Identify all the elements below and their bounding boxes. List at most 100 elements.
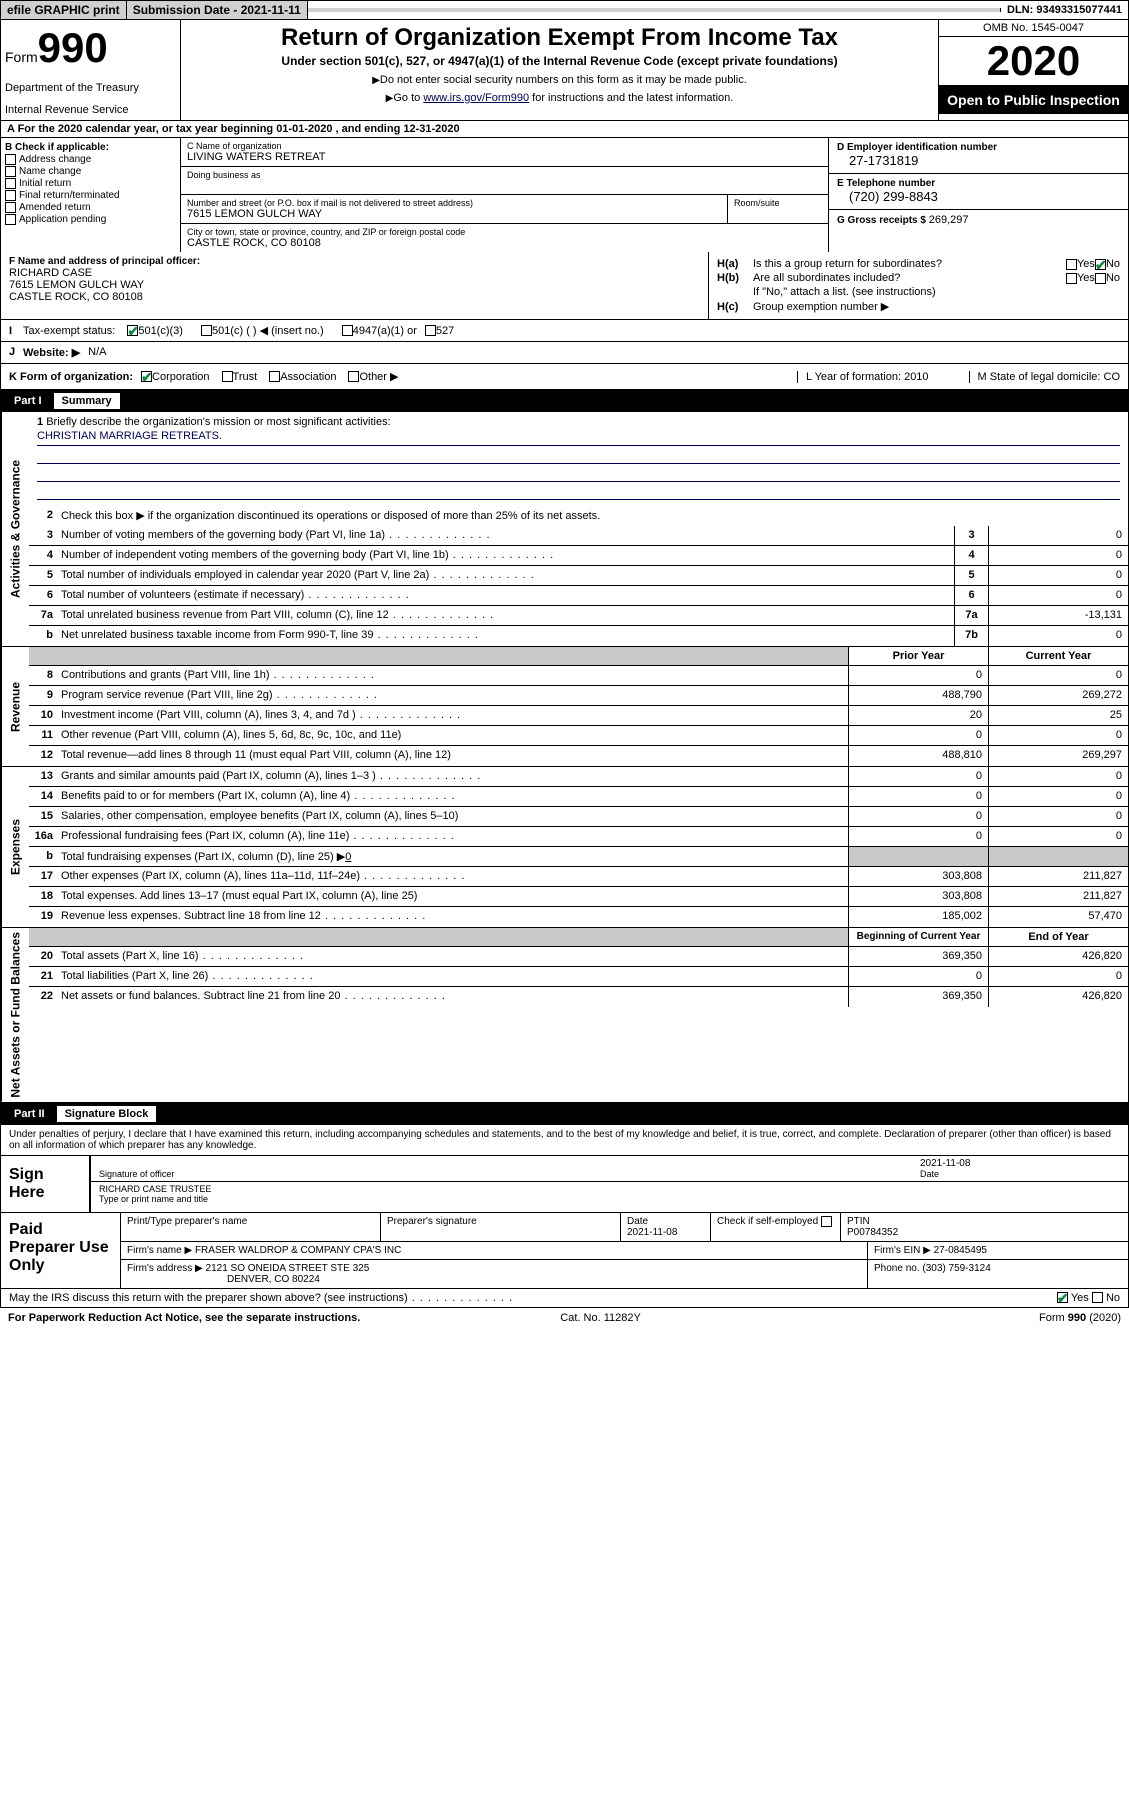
checkbox-icon[interactable] (5, 202, 16, 213)
checkbox-icon[interactable] (201, 325, 212, 336)
top-spacer (308, 8, 1001, 12)
chk-address-change: Address change (5, 154, 176, 165)
checkbox-icon[interactable] (5, 190, 16, 201)
sig-name-line: RICHARD CASE TRUSTEEType or print name a… (91, 1182, 1128, 1206)
line-16a: 16aProfessional fundraising fees (Part I… (29, 827, 1128, 847)
line-3: 3Number of voting members of the governi… (29, 526, 1128, 546)
org-name-row: C Name of organization LIVING WATERS RET… (181, 138, 828, 167)
phone-value: (720) 299-8843 (837, 189, 1120, 204)
line-21: 21Total liabilities (Part X, line 26)00 (29, 967, 1128, 987)
org-name: LIVING WATERS RETREAT (187, 151, 822, 163)
net-header: Beginning of Current YearEnd of Year (29, 928, 1128, 947)
mission-line (37, 466, 1120, 482)
prep-row2: Firm's name ▶ FRASER WALDROP & COMPANY C… (121, 1242, 1128, 1260)
room-cell: Room/suite (728, 195, 828, 223)
checkbox-icon[interactable] (141, 371, 152, 382)
checkbox-icon[interactable] (1057, 1292, 1068, 1303)
line-7a: 7aTotal unrelated business revenue from … (29, 606, 1128, 626)
prep-row1: Print/Type preparer's name Preparer's si… (121, 1213, 1128, 1242)
summary-revenue: Revenue Prior YearCurrent Year 8Contribu… (0, 647, 1129, 767)
form-title: Return of Organization Exempt From Incom… (185, 24, 934, 52)
checkbox-icon[interactable] (1066, 259, 1077, 270)
signature-block: Under penalties of perjury, I declare th… (0, 1125, 1129, 1289)
form-number: Form990 (5, 24, 176, 72)
penalty-text: Under penalties of perjury, I declare th… (1, 1125, 1128, 1155)
prep-row3: Firm's address ▶ 2121 SO ONEIDA STREET S… (121, 1260, 1128, 1288)
checkbox-icon[interactable] (5, 154, 16, 165)
officer-addr1: 7615 LEMON GULCH WAY (9, 279, 700, 291)
sign-here-label: Sign Here (1, 1156, 91, 1212)
checkbox-icon[interactable] (342, 325, 353, 336)
mission-line (37, 448, 1120, 464)
checkbox-icon[interactable] (348, 371, 359, 382)
website-value: N/A (88, 346, 106, 359)
city-row: City or town, state or province, country… (181, 224, 828, 252)
checkbox-icon[interactable] (222, 371, 233, 382)
checkbox-icon[interactable] (5, 166, 16, 177)
top-bar: efile GRAPHIC print Submission Date - 20… (0, 0, 1129, 20)
irs-discuss-row: May the IRS discuss this return with the… (0, 1289, 1129, 1308)
row-a-taxyear: A For the 2020 calendar year, or tax yea… (0, 121, 1129, 138)
paid-preparer-row: Paid Preparer Use Only Print/Type prepar… (1, 1212, 1128, 1288)
chk-final-return: Final return/terminated (5, 190, 176, 201)
dept-treasury: Department of the Treasury (5, 82, 176, 94)
phone-label: E Telephone number (837, 178, 1120, 189)
checkbox-icon[interactable] (1066, 273, 1077, 284)
sig-officer-label: Signature of officer (99, 1158, 920, 1179)
paid-preparer-right: Print/Type preparer's name Preparer's si… (121, 1213, 1128, 1288)
checkbox-icon[interactable] (1095, 273, 1106, 284)
col-h-group: H(a)Is this a group return for subordina… (708, 252, 1128, 319)
checkbox-icon[interactable] (1092, 1292, 1103, 1303)
col-b-checkboxes: B Check if applicable: Address change Na… (1, 138, 181, 252)
line-8: 8Contributions and grants (Part VIII, li… (29, 666, 1128, 686)
hb-note: If "No," attach a list. (see instruction… (717, 286, 1120, 298)
chk-name-change: Name change (5, 166, 176, 177)
part1-header: Part I Summary (0, 390, 1129, 412)
line-12: 12Total revenue—add lines 8 through 11 (… (29, 746, 1128, 766)
line-22: 22Net assets or fund balances. Subtract … (29, 987, 1128, 1007)
rev-header: Prior YearCurrent Year (29, 647, 1128, 666)
checkbox-icon[interactable] (5, 214, 16, 225)
line-15: 15Salaries, other compensation, employee… (29, 807, 1128, 827)
exp-body: 13Grants and similar amounts paid (Part … (29, 767, 1128, 927)
checkbox-icon[interactable] (127, 325, 138, 336)
chk-app-pending: Application pending (5, 214, 176, 225)
omb-number: OMB No. 1545-0047 (939, 20, 1128, 37)
line-19: 19Revenue less expenses. Subtract line 1… (29, 907, 1128, 927)
org-name-label: C Name of organization (187, 141, 822, 151)
checkbox-icon[interactable] (5, 178, 16, 189)
form990-link[interactable]: www.irs.gov/Form990 (423, 92, 529, 104)
line-9: 9Program service revenue (Part VIII, lin… (29, 686, 1128, 706)
sign-here-row: Sign Here Signature of officer 2021-11-0… (1, 1155, 1128, 1212)
note-ssn: ▶ Do not enter social security numbers o… (185, 74, 934, 86)
paperwork-notice: For Paperwork Reduction Act Notice, see … (8, 1312, 360, 1324)
irs-label: Internal Revenue Service (5, 104, 176, 116)
col-c-org: C Name of organization LIVING WATERS RET… (181, 138, 828, 252)
checkbox-icon[interactable] (821, 1216, 832, 1227)
sign-here-right: Signature of officer 2021-11-08Date RICH… (91, 1156, 1128, 1212)
checkbox-icon[interactable] (425, 325, 436, 336)
line-16b: bTotal fundraising expenses (Part IX, co… (29, 847, 1128, 867)
state-domicile: M State of legal domicile: CO (969, 371, 1120, 383)
vtab-governance: Activities & Governance (1, 412, 29, 646)
officer-label: F Name and address of principal officer: (9, 256, 700, 267)
mission-line (37, 484, 1120, 500)
header-mid: Return of Organization Exempt From Incom… (181, 20, 938, 120)
dba-label: Doing business as (187, 170, 822, 180)
checkbox-icon[interactable] (1095, 259, 1106, 270)
col-d-right: D Employer identification number 27-1731… (828, 138, 1128, 252)
hc-row: H(c)Group exemption number ▶ (717, 300, 1120, 313)
line-7b: bNet unrelated business taxable income f… (29, 626, 1128, 646)
line-6: 6Total number of volunteers (estimate if… (29, 586, 1128, 606)
dln: DLN: 93493315077441 (1001, 2, 1128, 18)
dba-row: Doing business as (181, 167, 828, 195)
line-14: 14Benefits paid to or for members (Part … (29, 787, 1128, 807)
street-label: Number and street (or P.O. box if mail i… (187, 198, 721, 208)
mission-block: 1 Briefly describe the organization's mi… (29, 412, 1128, 506)
street-value: 7615 LEMON GULCH WAY (187, 208, 721, 220)
checkbox-icon[interactable] (269, 371, 280, 382)
sig-officer-line: Signature of officer 2021-11-08Date (91, 1156, 1128, 1182)
row-j-website: J Website: ▶ N/A (0, 342, 1129, 364)
chk-initial-return: Initial return (5, 178, 176, 189)
gross-row: G Gross receipts $ 269,297 (829, 210, 1128, 246)
